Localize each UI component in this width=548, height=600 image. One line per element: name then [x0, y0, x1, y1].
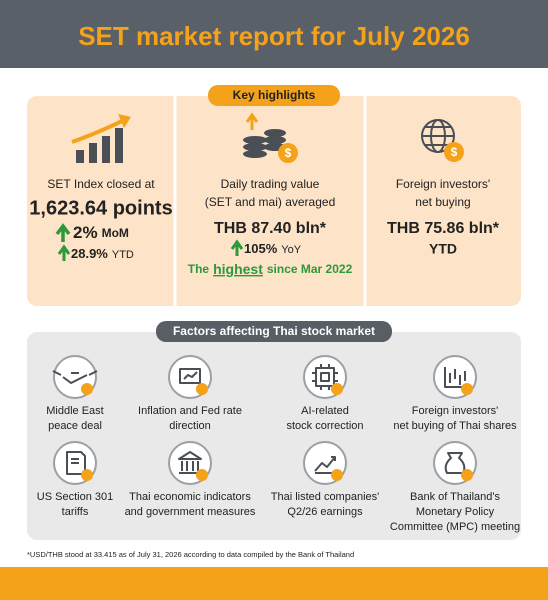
icon-accent	[81, 383, 93, 395]
factor-icon	[168, 441, 212, 485]
factor-icon	[303, 355, 347, 399]
factor-label: peace deal	[48, 420, 102, 432]
highlight-value: 1,623.64 points	[29, 197, 172, 219]
factor-label: direction	[169, 420, 211, 432]
factor-icon	[433, 355, 477, 399]
change-value: 105%	[244, 241, 278, 256]
factor-label: Middle East	[46, 405, 103, 417]
factor-label: Thai economic indicators	[129, 491, 251, 503]
chart-icon-part	[102, 136, 110, 163]
highlight-note: The highest since Mar 2022	[188, 261, 353, 277]
chart-icon-part	[118, 114, 131, 128]
factor-label: Q2/26 earnings	[287, 506, 363, 518]
icon-accent	[81, 469, 93, 481]
change: 2% MoM	[73, 223, 129, 242]
change-unit: YTD	[112, 249, 134, 261]
factor-label: net buying of Thai shares	[393, 420, 517, 432]
chart-icon-part	[115, 128, 123, 163]
change: 28.9% YTD	[71, 246, 134, 261]
coins-icon-part	[243, 136, 267, 144]
coins-icon-part	[243, 143, 267, 151]
note-text: The	[188, 262, 210, 276]
highlight-label: Foreign investors'	[396, 177, 490, 191]
icon-accent	[196, 383, 208, 395]
globe-icon: $	[421, 119, 464, 162]
factor-icon	[53, 441, 97, 485]
factor-label: Bank of Thailand's	[410, 491, 500, 503]
highlight-period: YTD	[429, 241, 457, 257]
factor-label: Monetary Policy	[416, 506, 495, 518]
coins-icon-part	[278, 143, 298, 163]
icon-glyph	[66, 451, 86, 475]
coins-icon-part: $	[285, 146, 292, 160]
icon-glyph	[52, 370, 98, 384]
icon-accent	[331, 469, 343, 481]
factor-label: Committee (MPC) meeting	[390, 521, 520, 533]
highlights-panel	[27, 96, 521, 306]
header-band	[0, 0, 548, 68]
up-arrow	[230, 239, 244, 256]
coins-icon-part	[243, 150, 267, 158]
factor-label: stock correction	[286, 420, 363, 432]
chart-icon-part	[76, 150, 84, 163]
factor-list: Middle East peace deal Inflation and Fed r…	[37, 355, 520, 533]
icon-glyph	[444, 367, 467, 388]
factors-panel	[27, 332, 521, 540]
coins-icon-part	[245, 112, 259, 130]
highlight-label: Daily trading value	[221, 177, 320, 191]
change-value: 2%	[73, 223, 98, 242]
up-arrow	[55, 223, 71, 242]
icon-accent	[461, 469, 473, 481]
icon-accent	[196, 469, 208, 481]
icon-glyph	[178, 451, 202, 474]
icon-accent	[461, 383, 473, 395]
globe-icon-part	[444, 142, 464, 162]
footnote: *USD/THB stood at 33.415 as of July 31, …	[27, 550, 354, 559]
icon-glyph	[179, 368, 201, 384]
highlight-value: THB 75.86 bln*	[387, 220, 500, 237]
factor-label: Inflation and Fed rate	[138, 405, 242, 417]
chart-icon-part	[89, 143, 97, 163]
factor-label: Foreign investors'	[412, 405, 498, 417]
icon-accent	[331, 383, 343, 395]
change-unit: MoM	[102, 226, 129, 240]
change: 105% YoY	[244, 241, 302, 256]
coins-icon-part	[264, 129, 286, 137]
up-arrow	[57, 244, 71, 261]
factor-icon	[168, 355, 212, 399]
highlights-pill	[208, 85, 340, 106]
coins-icon-part	[264, 136, 286, 144]
factor-label: tariffs	[62, 506, 89, 518]
globe-icon-part: $	[451, 145, 458, 159]
factor-label: Thai listed companies'	[271, 491, 380, 503]
highlight-label: (SET and mai) averaged	[205, 195, 336, 209]
footer-band	[0, 567, 548, 600]
factors-label: Factors affecting Thai stock market	[173, 324, 375, 338]
chart-icon-part	[71, 118, 125, 144]
highlights-label: Key highlights	[233, 88, 316, 102]
highlight-value: THB 87.40 bln*	[214, 220, 327, 237]
factor-label: and government measures	[125, 506, 256, 518]
factor-icon	[303, 441, 347, 485]
chart-icon	[71, 114, 131, 163]
highlight-label: net buying	[415, 195, 470, 209]
highlight-label: SET Index closed at	[47, 177, 155, 191]
note-text: since Mar 2022	[267, 262, 353, 276]
change-unit: YoY	[281, 244, 301, 256]
change-value: 28.9%	[71, 246, 108, 261]
note-emphasis: highest	[213, 261, 263, 277]
title: SET market report for July 2026	[78, 21, 470, 51]
factor-label: AI-related	[301, 405, 349, 417]
factor-label: US Section 301	[37, 491, 113, 503]
coins-icon: $	[243, 112, 298, 163]
factor-icon	[52, 355, 98, 399]
factor-icon	[433, 441, 477, 485]
factors-pill	[156, 321, 392, 342]
